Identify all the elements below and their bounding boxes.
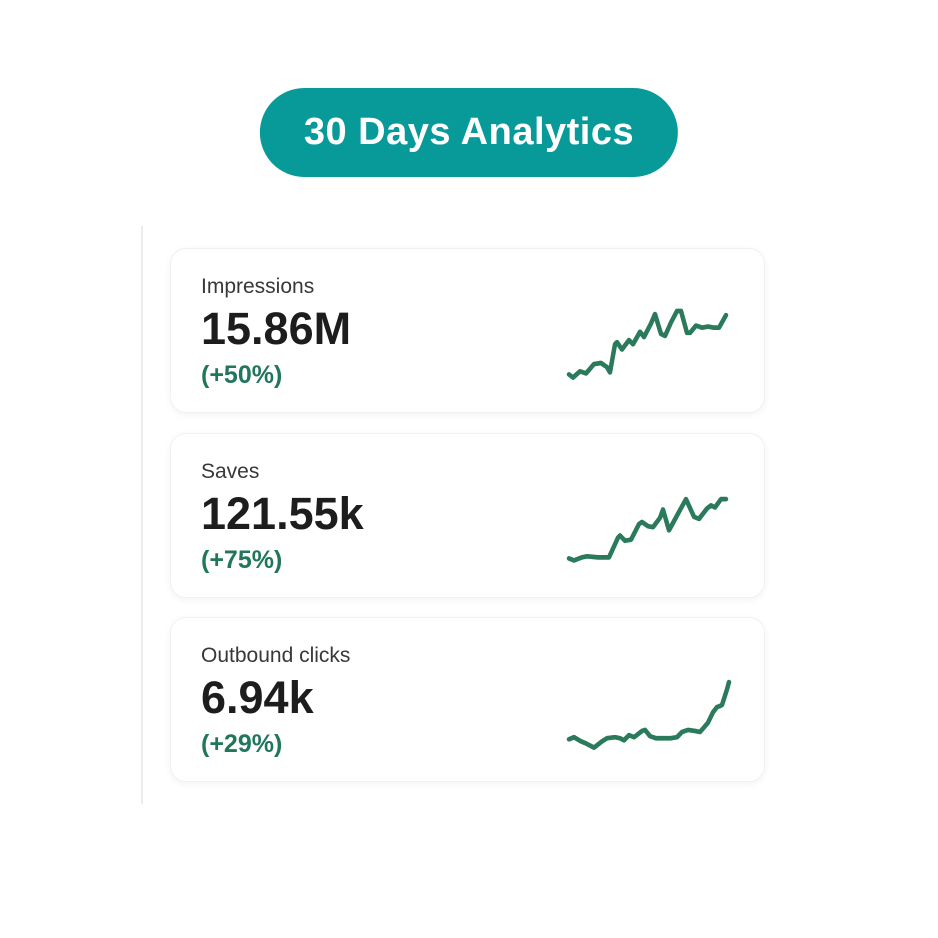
outbound-clicks-sparkline-svg xyxy=(566,679,732,750)
outbound-clicks-value: 6.94k xyxy=(201,672,314,723)
saves-card[interactable]: Saves 121.55k (+75%) xyxy=(170,433,765,598)
saves-sparkline-chart xyxy=(566,496,734,574)
impressions-sparkline-svg xyxy=(566,308,729,380)
saves-label: Saves xyxy=(201,460,260,483)
impressions-card-content: Impressions 15.86M (+50%) xyxy=(171,249,764,412)
impressions-card[interactable]: Impressions 15.86M (+50%) xyxy=(170,248,765,413)
impressions-delta: (+50%) xyxy=(201,361,283,390)
saves-sparkline-svg xyxy=(566,496,729,563)
outbound-clicks-card-content: Outbound clicks 6.94k (+29%) xyxy=(171,618,764,781)
impressions-label: Impressions xyxy=(201,275,315,298)
analytics-badge: 30 Days Analytics xyxy=(259,88,679,177)
analytics-badge-label: 30 Days Analytics xyxy=(303,111,635,153)
saves-card-content: Saves 121.55k (+75%) xyxy=(171,434,764,597)
saves-value: 121.55k xyxy=(201,488,364,539)
outbound-clicks-sparkline-chart xyxy=(566,679,734,758)
impressions-value: 15.86M xyxy=(201,303,352,354)
outbound-clicks-label: Outbound clicks xyxy=(201,644,351,667)
impressions-sparkline-chart xyxy=(566,308,734,389)
outbound-clicks-card[interactable]: Outbound clicks 6.94k (+29%) xyxy=(170,617,765,782)
saves-delta: (+75%) xyxy=(201,546,283,575)
outbound-clicks-delta: (+29%) xyxy=(201,730,283,759)
left-divider-line xyxy=(141,226,143,804)
